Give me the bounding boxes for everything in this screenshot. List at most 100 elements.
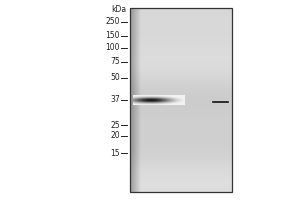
Bar — [130, 168, 232, 169]
Bar — [130, 152, 232, 153]
Bar — [136, 8, 137, 192]
Bar — [137, 8, 139, 192]
Bar — [130, 155, 232, 156]
Bar — [130, 85, 232, 86]
Bar — [130, 62, 232, 63]
Bar — [130, 96, 232, 97]
Bar — [130, 132, 232, 133]
Text: 150: 150 — [106, 31, 120, 40]
Bar — [130, 142, 232, 143]
Bar — [130, 93, 232, 94]
Bar — [130, 87, 232, 88]
Bar — [130, 159, 232, 160]
Bar — [130, 20, 232, 21]
Bar — [130, 56, 232, 57]
Bar — [130, 107, 232, 108]
Bar — [130, 27, 232, 28]
Bar — [130, 108, 232, 109]
Bar — [134, 8, 136, 192]
Bar — [130, 106, 232, 107]
Bar — [130, 51, 232, 52]
Text: 15: 15 — [110, 148, 120, 158]
Bar — [130, 140, 232, 141]
Bar — [130, 8, 232, 9]
Bar — [130, 183, 232, 184]
Bar — [130, 79, 232, 80]
Bar — [130, 45, 232, 46]
Bar — [130, 103, 232, 104]
Bar — [130, 171, 232, 172]
Bar — [130, 54, 232, 55]
Bar — [130, 11, 232, 12]
Bar — [130, 154, 232, 155]
Bar — [130, 113, 232, 114]
Bar — [130, 47, 232, 48]
Bar — [130, 153, 232, 154]
Bar — [130, 145, 232, 146]
Bar — [130, 157, 232, 158]
Bar — [130, 17, 232, 18]
Bar — [130, 130, 232, 131]
Bar — [130, 170, 232, 171]
Bar — [130, 188, 232, 189]
Bar — [130, 180, 232, 181]
Bar — [130, 125, 232, 126]
Bar — [130, 105, 232, 106]
Bar — [130, 97, 232, 98]
Bar — [130, 186, 232, 187]
Text: 75: 75 — [110, 58, 120, 66]
Bar — [130, 147, 232, 148]
Bar — [130, 91, 232, 92]
Bar — [136, 8, 137, 192]
Text: kDa: kDa — [111, 5, 126, 15]
Bar — [130, 110, 232, 111]
Bar — [130, 24, 232, 25]
Bar — [130, 101, 232, 102]
Bar — [130, 89, 232, 90]
Bar — [130, 63, 232, 64]
Bar — [130, 77, 232, 78]
Bar — [130, 114, 232, 115]
Bar — [130, 99, 232, 100]
Bar — [130, 88, 232, 89]
Bar — [130, 12, 232, 13]
Bar — [130, 50, 232, 51]
Bar — [137, 8, 138, 192]
Bar — [130, 28, 232, 29]
Bar — [130, 111, 232, 112]
Bar — [130, 22, 232, 23]
Bar — [130, 25, 232, 26]
Bar — [130, 179, 232, 180]
Bar — [130, 162, 232, 163]
Bar — [130, 151, 232, 152]
Bar — [130, 146, 232, 147]
Bar — [130, 129, 232, 130]
Bar — [130, 182, 232, 183]
Bar — [130, 144, 232, 145]
Bar — [130, 64, 232, 65]
Bar — [130, 141, 232, 142]
Bar — [130, 190, 232, 191]
Bar — [130, 143, 232, 144]
Bar — [138, 8, 139, 192]
Bar — [130, 48, 232, 49]
Bar — [130, 127, 232, 128]
Bar — [130, 61, 232, 62]
Bar — [130, 185, 232, 186]
Bar — [130, 70, 232, 71]
Bar — [130, 14, 232, 15]
Bar — [130, 34, 232, 35]
Bar — [130, 131, 232, 132]
Bar — [130, 95, 232, 96]
Bar — [130, 165, 232, 166]
Bar — [130, 38, 232, 39]
Bar — [130, 73, 232, 74]
Bar — [130, 71, 232, 72]
Bar — [130, 58, 232, 59]
Bar — [130, 86, 232, 87]
Bar — [134, 8, 135, 192]
Bar — [130, 57, 232, 58]
Bar — [130, 37, 232, 38]
Bar — [130, 118, 232, 119]
Bar — [130, 53, 232, 54]
